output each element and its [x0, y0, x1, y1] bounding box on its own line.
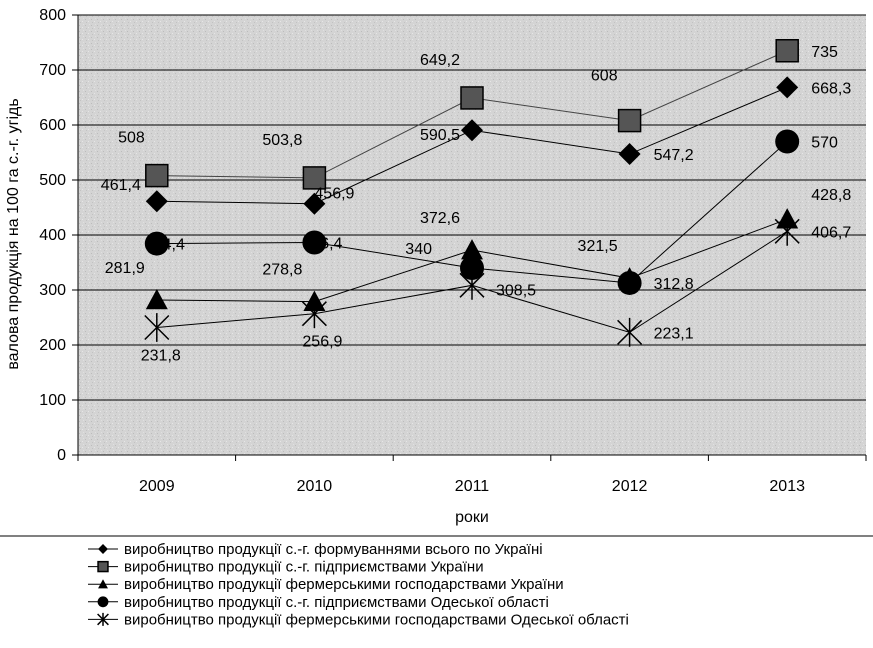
y-tick-label: 100	[39, 392, 66, 409]
x-axis-ticks: 2009 2010 2011 2012 2013	[77, 455, 867, 495]
data-label: 312,8	[654, 276, 694, 293]
legend-marker	[97, 560, 109, 573]
y-tick-label: 800	[39, 7, 66, 24]
legend-entry: виробництво продукції фермерськими госпо…	[124, 611, 629, 628]
data-labels: 461,4 456,9 590,5 547,2 668,3 508 503,8 649,2 60…	[101, 44, 852, 365]
data-point	[144, 313, 170, 342]
y-tick-label: 200	[39, 337, 66, 354]
legend-marker	[97, 612, 109, 626]
data-label: 256,9	[302, 334, 342, 351]
data-label: 503,8	[262, 132, 302, 149]
data-point	[617, 317, 643, 347]
data-point	[775, 39, 799, 63]
data-label: 223,1	[654, 325, 694, 342]
data-label: 340	[405, 241, 432, 258]
x-tick-label: 2009	[139, 478, 175, 495]
data-label: 406,7	[811, 224, 851, 241]
y-axis-ticks: 0 100 200 300 400 500 600 700 800	[39, 7, 78, 464]
x-tick-label: 2012	[612, 478, 648, 495]
y-tick-label: 300	[39, 282, 66, 299]
legend-entry: виробництво продукції с.-г. підприємства…	[124, 594, 549, 611]
data-point	[460, 86, 484, 110]
data-label: 570	[811, 135, 838, 152]
x-axis-title: роки	[455, 509, 489, 526]
data-label: 461,4	[101, 177, 141, 194]
data-label: 308,5	[496, 282, 536, 299]
data-label: 281,9	[105, 260, 145, 277]
series-markers	[144, 39, 800, 347]
data-point	[617, 270, 642, 295]
y-tick-label: 600	[39, 117, 66, 134]
legend-marker	[97, 596, 109, 608]
data-label: 735	[811, 44, 838, 61]
data-label: 384,4	[145, 237, 185, 254]
y-tick-label: 700	[39, 62, 66, 79]
data-label: 590,5	[420, 127, 460, 144]
data-label: 668,3	[811, 80, 851, 97]
data-point	[460, 256, 484, 280]
data-point	[461, 239, 483, 260]
y-tick-label: 500	[39, 172, 66, 189]
data-point	[775, 129, 800, 154]
data-label: 278,8	[262, 262, 302, 279]
data-point	[774, 216, 800, 246]
legend-marker	[98, 579, 108, 589]
data-label: 231,8	[141, 348, 181, 365]
data-point	[145, 163, 169, 188]
data-point	[461, 119, 483, 142]
x-tick-label: 2013	[769, 478, 805, 495]
x-tick-label: 2010	[297, 478, 333, 495]
data-point	[145, 288, 168, 310]
data-label: 608	[591, 68, 618, 85]
data-label: 372,6	[420, 210, 460, 227]
y-axis-title: валова продукція на 100 га с.-г. угідь	[5, 98, 22, 369]
legend: виробництво продукції с.-г. формуваннями…	[88, 541, 629, 628]
data-label: 547,2	[654, 147, 694, 164]
y-tick-label: 400	[39, 227, 66, 244]
data-point	[302, 166, 327, 190]
legend-marker	[98, 544, 108, 554]
data-point	[617, 108, 642, 133]
legend-entry: виробництво продукції с.-г. підприємства…	[124, 559, 484, 576]
data-point	[618, 143, 641, 166]
data-point	[303, 192, 326, 215]
legend-entry: виробництво продукції фермерськими госпо…	[124, 576, 564, 593]
x-tick-label: 2011	[455, 478, 490, 495]
data-point	[301, 299, 327, 329]
data-point	[459, 270, 485, 300]
data-label: 456,9	[314, 186, 354, 203]
data-point	[776, 76, 799, 99]
data-label: 428,8	[811, 187, 851, 204]
y-tick-label: 0	[57, 447, 66, 464]
data-label: 386,4	[302, 235, 342, 252]
legend-entry: виробництво продукції с.-г. формуваннями…	[124, 541, 543, 558]
data-point	[302, 230, 327, 255]
data-label: 649,2	[420, 52, 460, 69]
data-point	[144, 231, 169, 256]
data-label: 321,5	[578, 238, 618, 255]
data-point	[145, 190, 168, 213]
data-label: 508	[118, 130, 145, 147]
